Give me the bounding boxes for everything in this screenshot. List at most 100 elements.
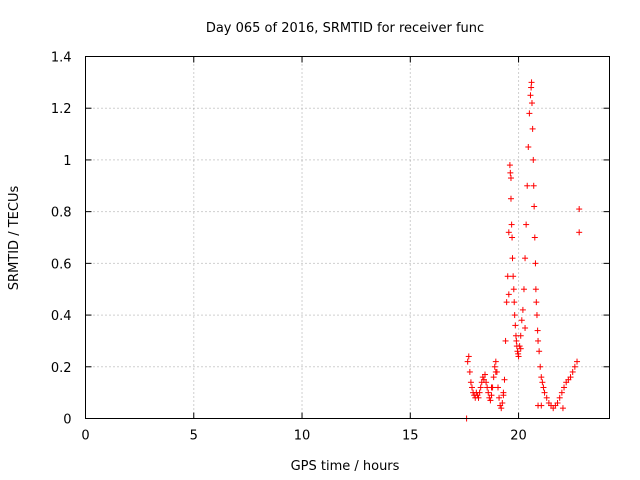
data-point xyxy=(531,234,538,241)
data-point xyxy=(476,389,483,396)
data-point xyxy=(500,392,507,399)
x-tick-label: 15 xyxy=(402,429,419,444)
data-point xyxy=(567,374,574,381)
plot-frame xyxy=(85,56,610,419)
y-tick-label: 0 xyxy=(63,413,71,428)
data-point xyxy=(517,332,524,339)
data-point xyxy=(518,317,525,324)
data-point xyxy=(515,353,522,360)
data-point xyxy=(481,371,488,378)
data-point xyxy=(490,374,497,381)
data-point xyxy=(538,374,545,381)
data-point xyxy=(499,399,506,406)
data-point xyxy=(569,368,576,375)
data-point xyxy=(530,156,537,163)
data-point xyxy=(504,273,511,280)
data-point xyxy=(517,345,524,352)
data-point xyxy=(541,389,548,396)
data-point xyxy=(496,394,503,401)
data-point xyxy=(510,286,517,293)
data-point xyxy=(539,379,546,386)
axis-ticks: 0 5 10 15 20 0 0.2 0.4 0.6 0.8 1 1.2 1.4 xyxy=(51,51,610,444)
data-point xyxy=(527,92,534,99)
data-point xyxy=(492,358,499,365)
data-point xyxy=(532,286,539,293)
y-tick-label: 1 xyxy=(63,154,71,169)
data-point xyxy=(477,384,484,391)
y-tick-label: 0.8 xyxy=(51,206,72,221)
chart-title: Day 065 of 2016, SRMTID for receiver fun… xyxy=(206,21,484,36)
data-point xyxy=(561,384,568,391)
data-point xyxy=(535,402,542,409)
data-point xyxy=(506,162,513,169)
data-point xyxy=(556,394,563,401)
data-point xyxy=(528,79,535,86)
data-point xyxy=(535,337,542,344)
x-tick-label: 20 xyxy=(510,429,527,444)
data-point xyxy=(574,358,581,365)
data-point xyxy=(505,291,512,298)
data-point xyxy=(511,312,518,319)
x-axis-label: GPS time / hours xyxy=(291,459,400,474)
data-point xyxy=(571,363,578,370)
data-point xyxy=(528,84,535,91)
data-point xyxy=(558,389,565,396)
x-tick-label: 10 xyxy=(294,429,311,444)
data-point xyxy=(529,125,536,132)
data-point xyxy=(511,299,518,306)
data-point xyxy=(467,379,474,386)
data-point xyxy=(465,353,472,360)
data-point xyxy=(543,394,550,401)
data-point xyxy=(537,363,544,370)
data-point xyxy=(509,234,516,241)
data-point xyxy=(523,221,530,228)
data-point xyxy=(534,327,541,334)
x-tick-label: 0 xyxy=(81,429,89,444)
data-point xyxy=(464,358,471,365)
data-point xyxy=(488,392,495,399)
data-point xyxy=(528,100,535,107)
y-tick-label: 0.6 xyxy=(51,257,72,272)
data-point xyxy=(502,337,509,344)
data-points xyxy=(463,79,583,422)
y-tick-label: 1.2 xyxy=(51,102,72,117)
y-axis-label: SRMTID / TECUs xyxy=(7,186,22,291)
data-point xyxy=(510,273,517,280)
data-point xyxy=(491,363,498,370)
data-point xyxy=(531,203,538,210)
data-point xyxy=(533,299,540,306)
data-point xyxy=(512,322,519,329)
data-point xyxy=(501,376,508,383)
data-point xyxy=(514,348,521,355)
data-point xyxy=(505,229,512,236)
y-tick-label: 1.4 xyxy=(51,51,72,66)
x-tick-label: 5 xyxy=(190,429,198,444)
data-point xyxy=(498,405,505,412)
data-point xyxy=(576,229,583,236)
data-point xyxy=(507,195,514,202)
grid-lines xyxy=(85,56,610,419)
data-point xyxy=(492,368,499,375)
data-point xyxy=(466,368,473,375)
data-point xyxy=(475,394,482,401)
data-point xyxy=(525,144,532,150)
data-point xyxy=(524,182,531,189)
data-point xyxy=(469,384,476,391)
data-point xyxy=(526,110,533,117)
data-point xyxy=(509,255,516,262)
data-point xyxy=(536,348,543,355)
data-point xyxy=(532,260,539,267)
data-point xyxy=(507,175,514,182)
y-tick-label: 0.4 xyxy=(51,309,72,324)
data-point xyxy=(554,399,561,406)
data-point xyxy=(540,384,547,391)
data-point xyxy=(494,384,501,391)
data-point xyxy=(485,389,492,396)
data-point xyxy=(503,299,510,306)
data-point xyxy=(507,169,514,176)
data-point xyxy=(530,182,537,189)
data-point xyxy=(516,343,523,350)
data-point xyxy=(487,397,494,404)
data-point xyxy=(513,337,520,344)
